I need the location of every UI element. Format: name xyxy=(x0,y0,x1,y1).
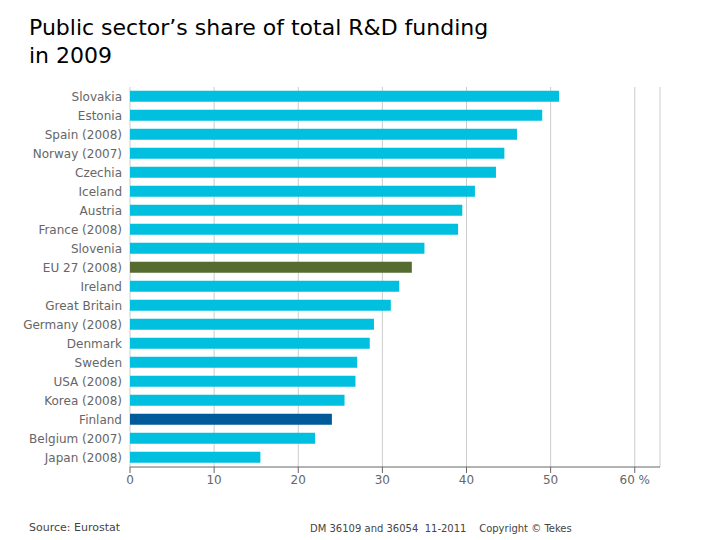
html-text:DM 36109 and 36054 11-2011 Cop: DM 36109 and 36054 11-2011 Copyright © T… xyxy=(310,523,572,534)
svg-text:0: 0 xyxy=(126,473,134,487)
svg-text:Finland: Finland xyxy=(79,413,122,427)
svg-text:France (2008): France (2008) xyxy=(38,223,122,237)
svg-text:Sweden: Sweden xyxy=(75,356,122,370)
svg-text:Slovakia: Slovakia xyxy=(72,90,122,104)
svg-text:10: 10 xyxy=(206,473,221,487)
html-text:Public sector’s share of total: Public sector’s share of total R&D fundi… xyxy=(29,15,489,40)
svg-text:USA (2008): USA (2008) xyxy=(53,375,122,389)
svg-text:Korea (2008): Korea (2008) xyxy=(44,394,122,408)
svg-text:Great Britain: Great Britain xyxy=(45,299,122,313)
svg-text:Czechia: Czechia xyxy=(75,166,122,180)
svg-text:Ireland: Ireland xyxy=(80,280,122,294)
svg-text:60 %: 60 % xyxy=(620,473,651,487)
svg-text:Iceland: Iceland xyxy=(79,185,122,199)
svg-text:50: 50 xyxy=(543,473,558,487)
svg-text:Estonia: Estonia xyxy=(78,109,122,123)
svg-text:40: 40 xyxy=(459,473,474,487)
svg-text:Spain (2008): Spain (2008) xyxy=(45,128,122,142)
svg-text:Slovenia: Slovenia xyxy=(71,242,122,256)
svg-text:Austria: Austria xyxy=(80,204,122,218)
svg-text:Norway (2007): Norway (2007) xyxy=(33,147,122,161)
svg-text:Denmark: Denmark xyxy=(67,337,122,351)
svg-text:20: 20 xyxy=(291,473,306,487)
html-text:in 2009: in 2009 xyxy=(29,43,112,68)
html-text:Source: Eurostat: Source: Eurostat xyxy=(29,521,120,534)
svg-text:EU 27 (2008): EU 27 (2008) xyxy=(43,261,122,275)
svg-text:Belgium (2007): Belgium (2007) xyxy=(29,432,122,446)
svg-text:Germany (2008): Germany (2008) xyxy=(23,318,122,332)
svg-text:30: 30 xyxy=(375,473,390,487)
svg-text:Japan (2008): Japan (2008) xyxy=(44,451,122,465)
